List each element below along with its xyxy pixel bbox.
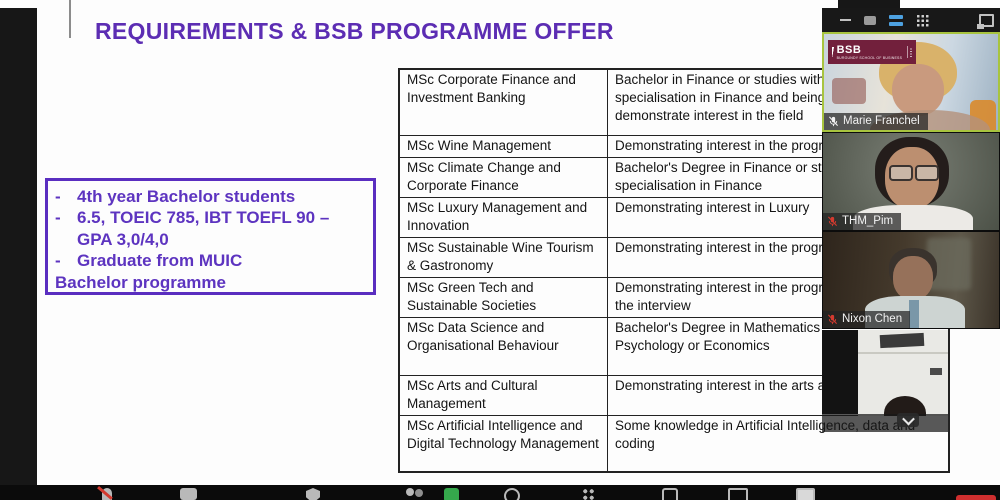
requirement-cell: Demonstrating interest in Luxury (615, 200, 810, 215)
participant-silhouette (892, 64, 944, 116)
table-row: MSc Corporate Finance and Investment Ban… (400, 70, 948, 136)
programme-cell: MSc Artificial Intelligence and Digital … (400, 416, 608, 471)
whiteboard-icon[interactable] (796, 488, 815, 500)
video-tile-thm-pim[interactable]: THM_Pim (822, 132, 1000, 231)
glasses-detail (915, 165, 939, 181)
bsb-logo: BSB BURGUNDY SCHOOL OF BUSINESS (828, 40, 916, 64)
requirement-bullet: - 4th year Bachelor students (55, 186, 364, 207)
bsb-logo-text: BSB (836, 43, 862, 56)
requirement-cell: Bachelor's Degree in Finance or st speci… (615, 160, 822, 194)
bullet-text: Graduate from MUIC (77, 250, 243, 270)
table-row: MSc Green Tech and Sustainable Societies… (400, 278, 948, 318)
programme-cell: MSc Corporate Finance and Investment Ban… (400, 70, 608, 135)
programme-cell: MSc Data Science and Organisational Beha… (400, 318, 608, 375)
slide-title: REQUIREMENTS & BSB PROGRAMME OFFER (95, 18, 614, 44)
bsb-logo-subtext: BURGUNDY SCHOOL OF BUSINESS (836, 55, 903, 60)
requirement-cell: Demonstrating interest in the arts a (615, 378, 826, 393)
ceiling-ac-detail (879, 332, 925, 349)
participant-name: Marie Franchel (843, 115, 920, 127)
table-row: MSc Data Science and Organisational Beha… (400, 318, 948, 376)
record-icon[interactable] (504, 488, 520, 500)
reactions-icon[interactable] (662, 488, 678, 500)
chevron-down-icon (901, 412, 915, 425)
bsb-logo-caption-lines (910, 47, 912, 57)
wall-panel-detail (930, 368, 942, 375)
tie-detail (909, 300, 919, 328)
table-row: MSc Luxury Management and Innovation Dem… (400, 198, 948, 238)
mic-muted-icon[interactable] (102, 488, 112, 500)
bullet-text: 4th year Bachelor students (77, 187, 296, 206)
requirement-cell: Demonstrating interest in the progr the … (615, 280, 823, 314)
bullet-dash: - (55, 208, 61, 228)
security-shield-icon[interactable] (306, 488, 320, 500)
bsb-logo-mark-icon (832, 47, 834, 57)
requirement-cell: Bachelor in Finance or studies with spec… (615, 72, 826, 124)
requirement-cell: Demonstrating interest in the progr (615, 138, 823, 153)
participant-silhouette (893, 256, 933, 300)
programme-cell: MSc Green Tech and Sustainable Societies (400, 278, 608, 317)
speaker-view-icon[interactable] (864, 15, 876, 25)
requirements-box: - 4th year Bachelor students - 6.5, TOEI… (45, 178, 376, 295)
glasses-detail (889, 165, 913, 181)
participant-name-tag: Nixon Chen (823, 311, 911, 328)
requirement-cell: Bachelor's Degree in Mathematics Psychol… (615, 320, 821, 354)
bullet-dash: - (55, 187, 61, 206)
bullet-dash: - (55, 250, 61, 270)
participant-name-tag: THM_Pim (823, 213, 902, 230)
requirement-bullet: - Graduate from MUIC (55, 250, 364, 271)
table-row: MSc Climate Change and Corporate Finance… (400, 158, 948, 198)
video-tile-partial[interactable] (858, 330, 948, 416)
closed-captions-icon[interactable] (728, 488, 748, 500)
bullet-text: 6.5, TOEIC 785, IBT TOEFL 90 – GPA 3,0/4… (77, 208, 330, 249)
programme-cell: MSc Sustainable Wine Tourism & Gastronom… (400, 238, 608, 277)
requirement-cell: Demonstrating interest in the progr (615, 240, 823, 255)
participant-name: THM_Pim (842, 215, 894, 227)
meeting-control-bar (0, 485, 1000, 500)
programme-cell: MSc Arts and Cultural Management (400, 376, 608, 415)
participant-name: Nixon Chen (842, 313, 903, 325)
grid-view-icon[interactable] (916, 13, 929, 27)
requirement-bullet: - 6.5, TOEIC 785, IBT TOEFL 90 – GPA 3,0… (55, 207, 364, 250)
screenshare-letterbox-left (0, 8, 37, 485)
mic-muted-icon (828, 116, 839, 126)
participant-silhouette (884, 396, 926, 416)
mic-muted-icon (827, 314, 838, 324)
table-row: MSc Wine Management Demonstrating intere… (400, 136, 948, 158)
mic-muted-icon (827, 216, 838, 226)
video-tile-nixon-chen[interactable]: Nixon Chen (822, 231, 1000, 329)
requirement-footer-line: Bachelor programme (55, 273, 226, 292)
participants-icon[interactable] (406, 488, 414, 496)
video-feed-detail (832, 78, 866, 104)
gallery-strip-view-icon[interactable] (889, 14, 903, 26)
share-screen-icon[interactable] (444, 488, 459, 500)
apps-grid-icon[interactable] (582, 488, 595, 500)
programme-cell: MSc Wine Management (400, 136, 608, 157)
video-icon[interactable] (180, 488, 197, 500)
programme-cell: MSc Luxury Management and Innovation (400, 198, 608, 237)
screenshare-artifact-top (838, 0, 900, 9)
partial-tile-name-band (822, 414, 948, 432)
slide-edge-line (69, 0, 71, 38)
ceiling-detail (858, 352, 948, 354)
popout-panel-icon[interactable] (977, 13, 994, 29)
video-tile-marie-franchel[interactable]: BSB BURGUNDY SCHOOL OF BUSINESS Marie Fr… (822, 32, 1000, 132)
participant-name-tag: Marie Franchel (824, 113, 928, 130)
programme-cell: MSc Climate Change and Corporate Finance (400, 158, 608, 197)
video-panel-toolbar (822, 8, 1000, 32)
video-participants-panel: BSB BURGUNDY SCHOOL OF BUSINESS Marie Fr… (822, 8, 1000, 329)
minimize-icon[interactable] (840, 19, 851, 21)
leave-button[interactable] (956, 495, 996, 500)
collapse-videos-button[interactable] (897, 412, 919, 427)
table-row: MSc Arts and Cultural Management Demonst… (400, 376, 948, 416)
table-row: MSc Sustainable Wine Tourism & Gastronom… (400, 238, 948, 278)
